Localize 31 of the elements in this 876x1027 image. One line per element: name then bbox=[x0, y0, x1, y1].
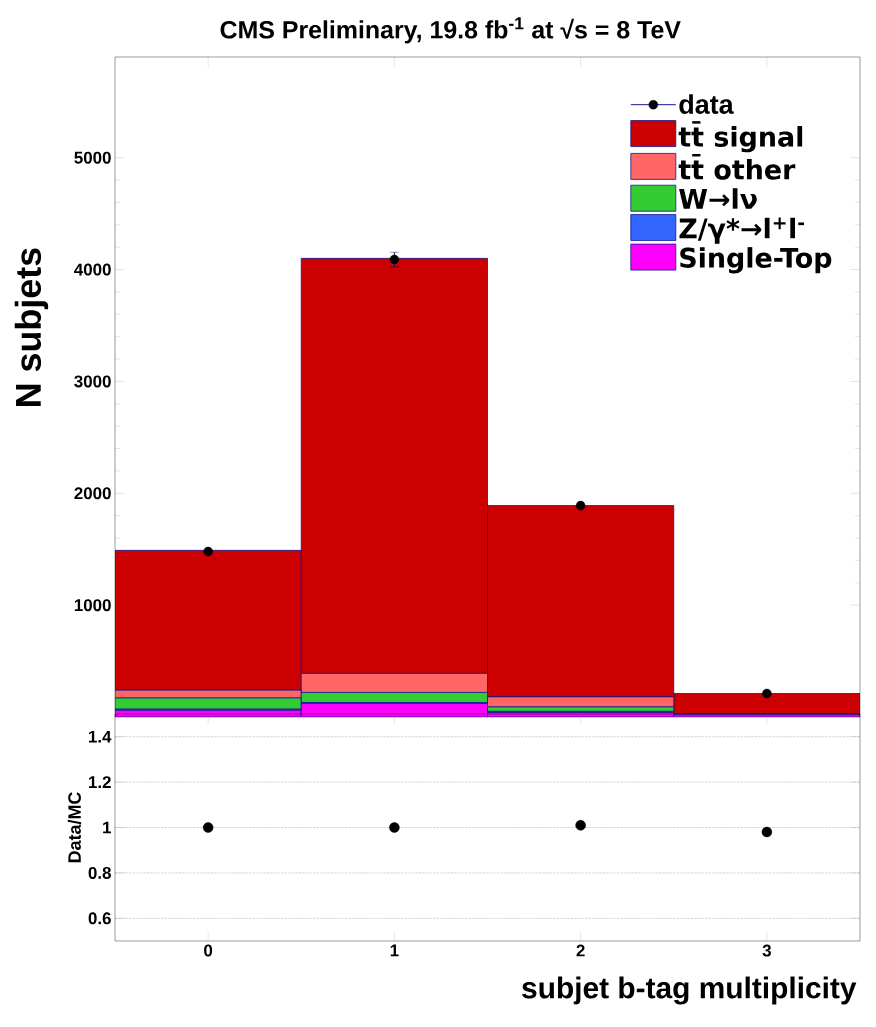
legend-label: data bbox=[679, 94, 734, 114]
y-tick-label: 1.2 bbox=[89, 776, 111, 789]
y-tick-label: 4000 bbox=[74, 263, 111, 276]
x-tick-label: 3 bbox=[762, 944, 771, 957]
chart-title: CMS Preliminary, 19.8 fb$^{-1}$ at √s = 8 TeV bbox=[220, 17, 681, 44]
y-tick-label: 3000 bbox=[74, 375, 111, 388]
y-tick-label: 0.8 bbox=[88, 866, 111, 879]
x-axis-title: subjet b-tag multiplicity bbox=[522, 976, 857, 1005]
legend-label: W→lν bbox=[679, 188, 757, 209]
y-tick-label: 2000 bbox=[74, 487, 111, 500]
y-tick-label: 1.4 bbox=[89, 730, 112, 743]
y-tick-label: 1000 bbox=[74, 599, 111, 612]
legend-label: Single-Top bbox=[680, 247, 832, 274]
point bbox=[575, 500, 586, 511]
point bbox=[203, 546, 213, 557]
x-tick-label: 1 bbox=[390, 944, 399, 957]
y-axis-title: N subjets bbox=[14, 248, 49, 406]
x-tick-label: 2 bbox=[576, 944, 585, 957]
legend-label: tt̄ other bbox=[678, 153, 796, 180]
point bbox=[762, 688, 772, 699]
point bbox=[575, 820, 586, 831]
x-tick-label: 0 bbox=[204, 944, 213, 957]
legend-label: Z/γ*→l$^{+}$l$^{-}$ bbox=[679, 217, 805, 244]
y-tick-label: 5000 bbox=[74, 151, 111, 164]
point bbox=[761, 826, 773, 838]
y-tick-label: 0.6 bbox=[88, 912, 111, 925]
y-axis-title: Data/MC bbox=[67, 792, 82, 863]
point bbox=[202, 822, 214, 833]
y-tick-label: 1 bbox=[103, 821, 112, 834]
point bbox=[389, 822, 400, 833]
legend-label: tt̄ signal bbox=[678, 121, 803, 153]
